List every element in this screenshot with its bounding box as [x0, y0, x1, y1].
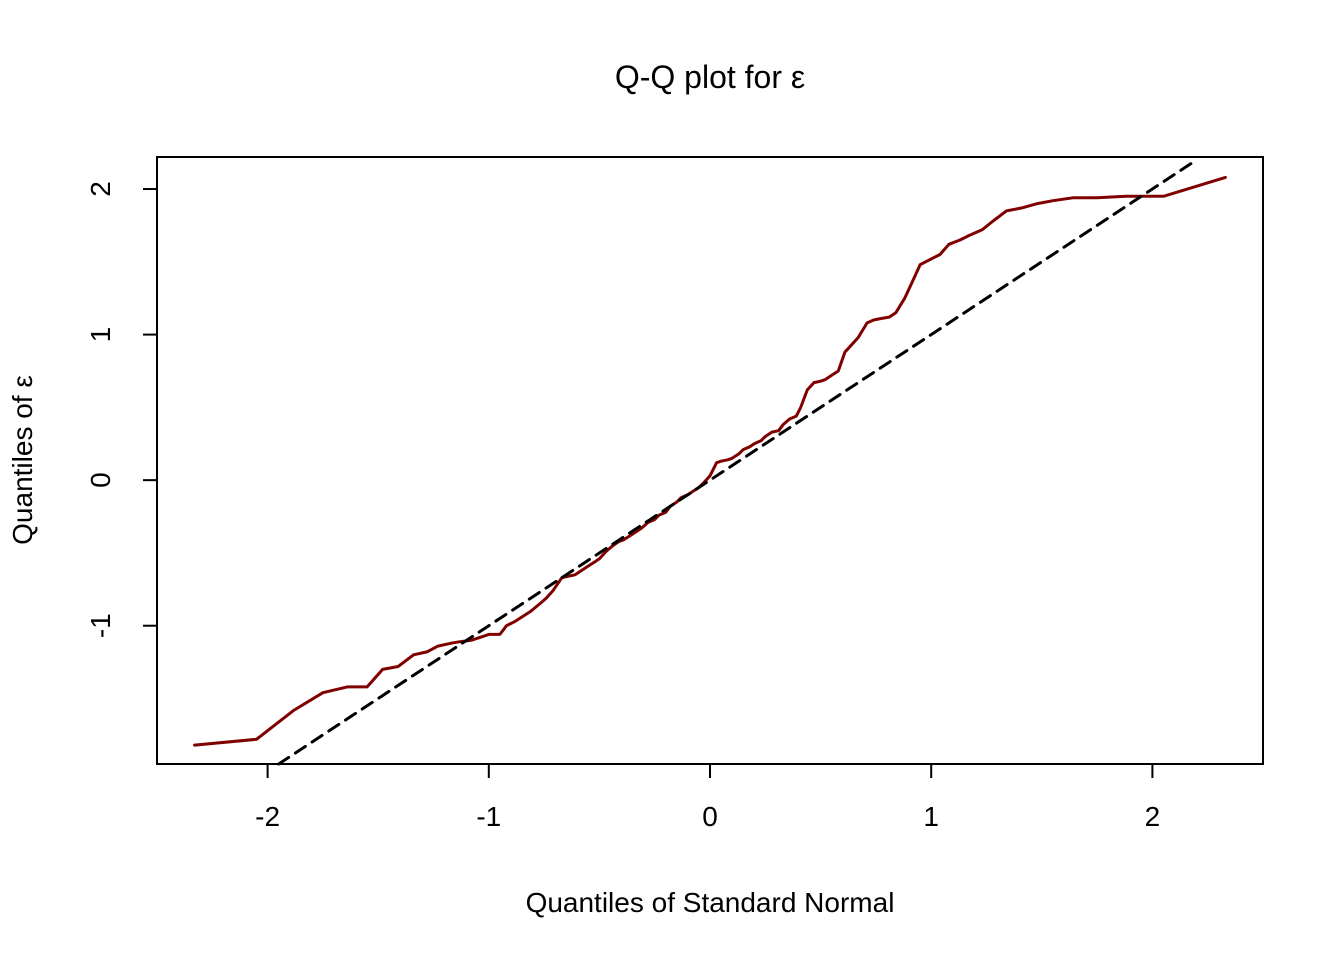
chart-title: Q-Q plot for ε — [615, 59, 805, 95]
x-tick-label: 2 — [1145, 801, 1161, 832]
x-tick-label: 0 — [702, 801, 718, 832]
x-tick-label: -1 — [476, 801, 501, 832]
y-axis-label: Quantiles of ε — [7, 375, 38, 545]
x-axis: -2 -1 0 1 2 — [255, 763, 1161, 832]
x-axis-label: Quantiles of Standard Normal — [526, 887, 895, 918]
y-tick-label: 0 — [85, 472, 116, 488]
y-tick-label: 2 — [85, 181, 116, 197]
series-layer — [193, 158, 1227, 766]
reference-line — [277, 158, 1199, 766]
y-tick-label: 1 — [85, 327, 116, 343]
y-tick-label: -1 — [85, 613, 116, 638]
plot-frame — [156, 156, 1264, 765]
sample-quantile-line — [193, 175, 1227, 747]
y-axis: -1 0 1 2 — [85, 181, 158, 638]
x-tick-label: -2 — [255, 801, 280, 832]
x-tick-label: 1 — [923, 801, 939, 832]
